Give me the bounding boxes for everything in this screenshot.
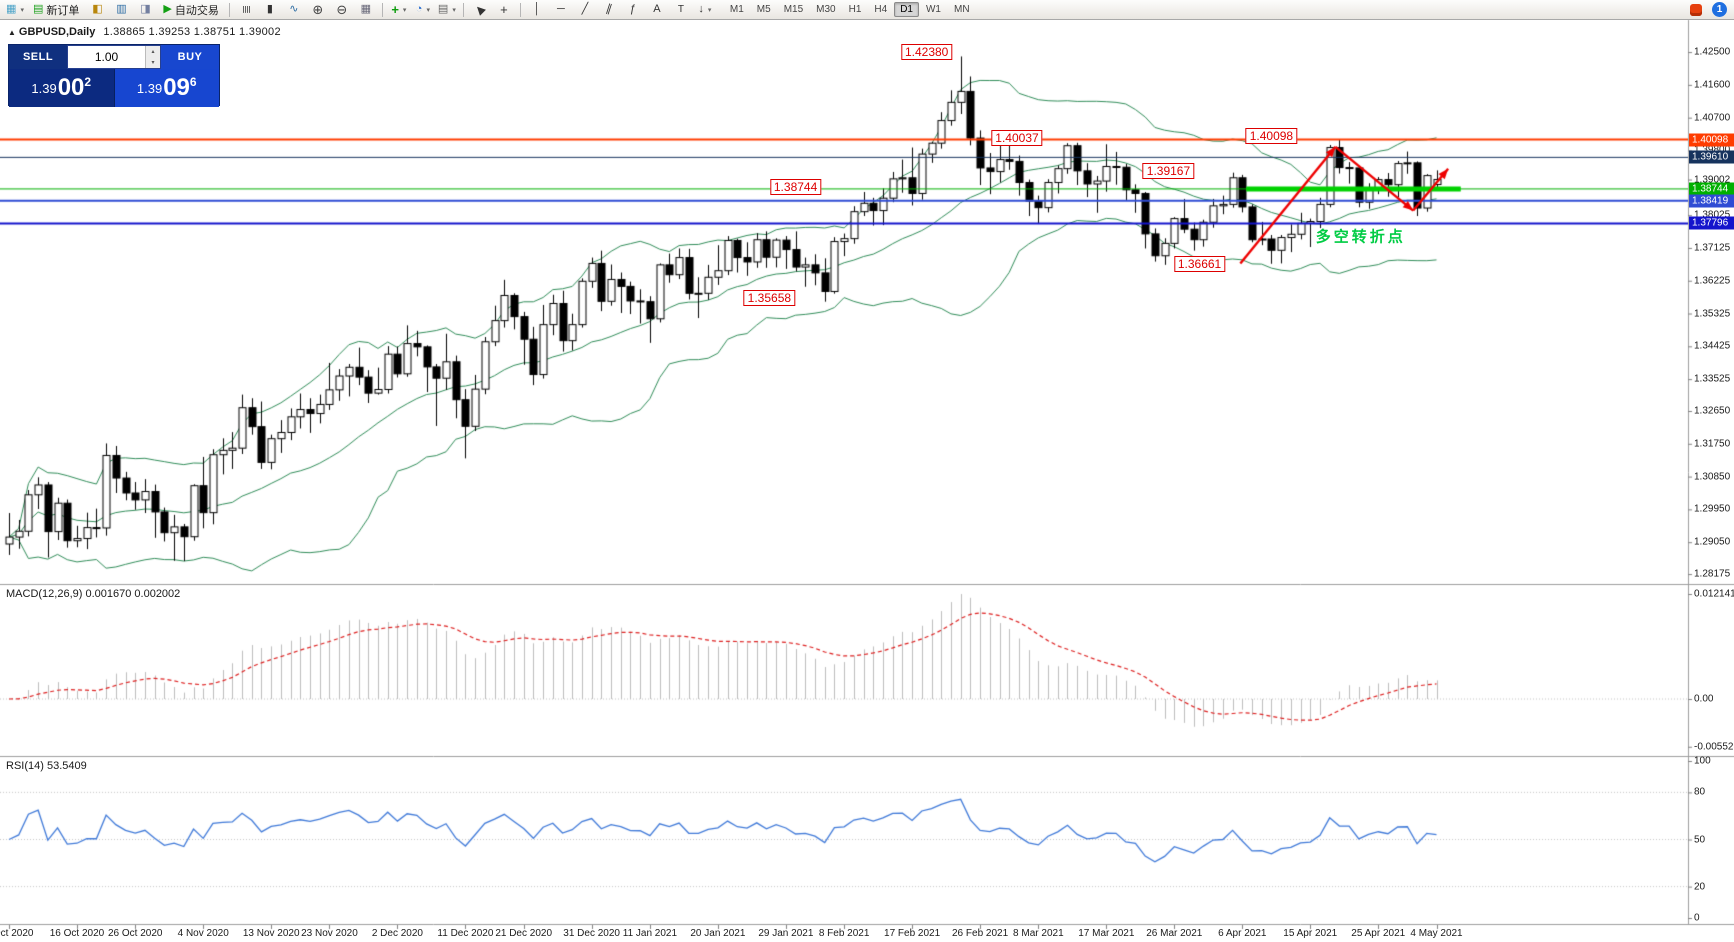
- navigator-button[interactable]: ◨: [140, 3, 151, 15]
- line-chart-button[interactable]: ∿: [289, 3, 299, 15]
- volume-up-button[interactable]: ▴: [151, 49, 155, 55]
- sell-price-sup: 2: [84, 75, 92, 89]
- sell-button[interactable]: SELL: [9, 45, 67, 69]
- autotrading-button[interactable]: ▶ 自动交易: [163, 3, 219, 17]
- market-watch-button[interactable]: ◧: [92, 3, 103, 15]
- fibonacci-button[interactable]: ƒ: [629, 3, 636, 15]
- chart-symbol: GBPUSD,Daily: [18, 26, 96, 38]
- timeframe-group: M1 M5 M15 M30 H1 H4 D1 W1 MN: [724, 2, 976, 17]
- timeframe-m15-button[interactable]: M15: [783, 4, 804, 15]
- buy-price-sup: 6: [189, 75, 197, 89]
- vertical-line-button[interactable]: │: [533, 3, 541, 15]
- chart-ohlc-values: 1.38865 1.39253 1.38751 1.39002: [103, 26, 281, 38]
- sell-price-small: 1.39: [31, 80, 57, 96]
- zoom-in-button[interactable]: ⊕: [312, 2, 324, 17]
- new-chart-button[interactable]: ▦ ▾: [6, 3, 24, 15]
- timeframe-h1-button[interactable]: H1: [848, 4, 862, 15]
- buy-price[interactable]: 1.39 09 6: [113, 69, 219, 107]
- timeframe-m1-button[interactable]: M1: [729, 4, 744, 15]
- bar-chart-button[interactable]: ≣: [240, 4, 253, 15]
- volume-spinner: ▴ ▾: [145, 46, 160, 68]
- notification-badge[interactable]: 1: [1712, 2, 1727, 17]
- timeframe-mn-button[interactable]: MN: [953, 4, 970, 15]
- macd-indicator-label: MACD(12,26,9) 0.001670 0.002002: [6, 588, 181, 600]
- tile-windows-button[interactable]: ▦: [360, 3, 372, 15]
- label-button[interactable]: T: [677, 3, 684, 15]
- volume-down-button[interactable]: ▾: [151, 60, 155, 66]
- rsi-indicator-label: RSI(14) 53.5409: [6, 760, 87, 772]
- toolbar-separator: [228, 2, 230, 17]
- timeframe-w1-button[interactable]: W1: [925, 4, 941, 15]
- data-window-button[interactable]: ▥: [116, 3, 127, 15]
- text-button[interactable]: A: [653, 3, 661, 15]
- horizontal-line-button[interactable]: ─: [556, 3, 565, 15]
- alert-icon[interactable]: [1685, 1, 1707, 18]
- autotrading-label: 自动交易: [174, 4, 219, 17]
- chart-marker-icon: ▲: [8, 28, 16, 37]
- buy-price-small: 1.39: [136, 80, 163, 96]
- periods-button[interactable]: ◔ ▾: [415, 3, 430, 15]
- channel-button[interactable]: ∥: [604, 2, 614, 16]
- candlestick-chart-button[interactable]: ▮: [266, 3, 273, 15]
- sell-price[interactable]: 1.39 00 2: [9, 69, 114, 107]
- toolbar-separator: [519, 2, 521, 17]
- toolbar-separator: [462, 2, 464, 17]
- one-click-trading-panel: SELL 1.00 ▴ ▾ BUY 1.39 00 2 1.39 09 6: [8, 44, 220, 107]
- toolbar-separator: [381, 2, 383, 17]
- timeframe-h4-button[interactable]: H4: [874, 4, 888, 15]
- new-order-label: 新订单: [46, 4, 80, 17]
- timeframe-m5-button[interactable]: M5: [756, 4, 771, 15]
- chart-title: ▲ GBPUSD,Daily 1.38865 1.39253 1.38751 1.3…: [8, 26, 281, 38]
- trendline-button[interactable]: ╱: [581, 3, 589, 15]
- buy-price-big: 09: [163, 74, 190, 101]
- new-order-button[interactable]: ▤ 新订单: [33, 3, 80, 17]
- zoom-out-button[interactable]: ⊖: [336, 2, 348, 17]
- timeframe-d1-button[interactable]: D1: [894, 2, 919, 17]
- buy-button[interactable]: BUY: [161, 45, 219, 69]
- arrows-button[interactable]: ↓ ▾: [698, 3, 712, 15]
- timeframe-m30-button[interactable]: M30: [816, 4, 836, 15]
- crosshair-button[interactable]: +: [500, 2, 508, 17]
- templates-button[interactable]: ▤ ▾: [437, 3, 456, 15]
- volume-value: 1.00: [94, 50, 119, 64]
- indicators-button[interactable]: + ▾: [391, 2, 407, 17]
- volume-input[interactable]: 1.00 ▴ ▾: [67, 45, 161, 69]
- toolbar: ▦ ▾ ▤ 新订单 ◧ ▥ ◨ ▶ 自动交易 ≣ ▮ ∿ ⊕ ⊖ ▦ + ▾ ◔ ▾ ▤ ▾…: [0, 0, 1734, 20]
- sell-price-big: 00: [57, 74, 85, 101]
- cursor-button[interactable]: ▶: [472, 2, 487, 18]
